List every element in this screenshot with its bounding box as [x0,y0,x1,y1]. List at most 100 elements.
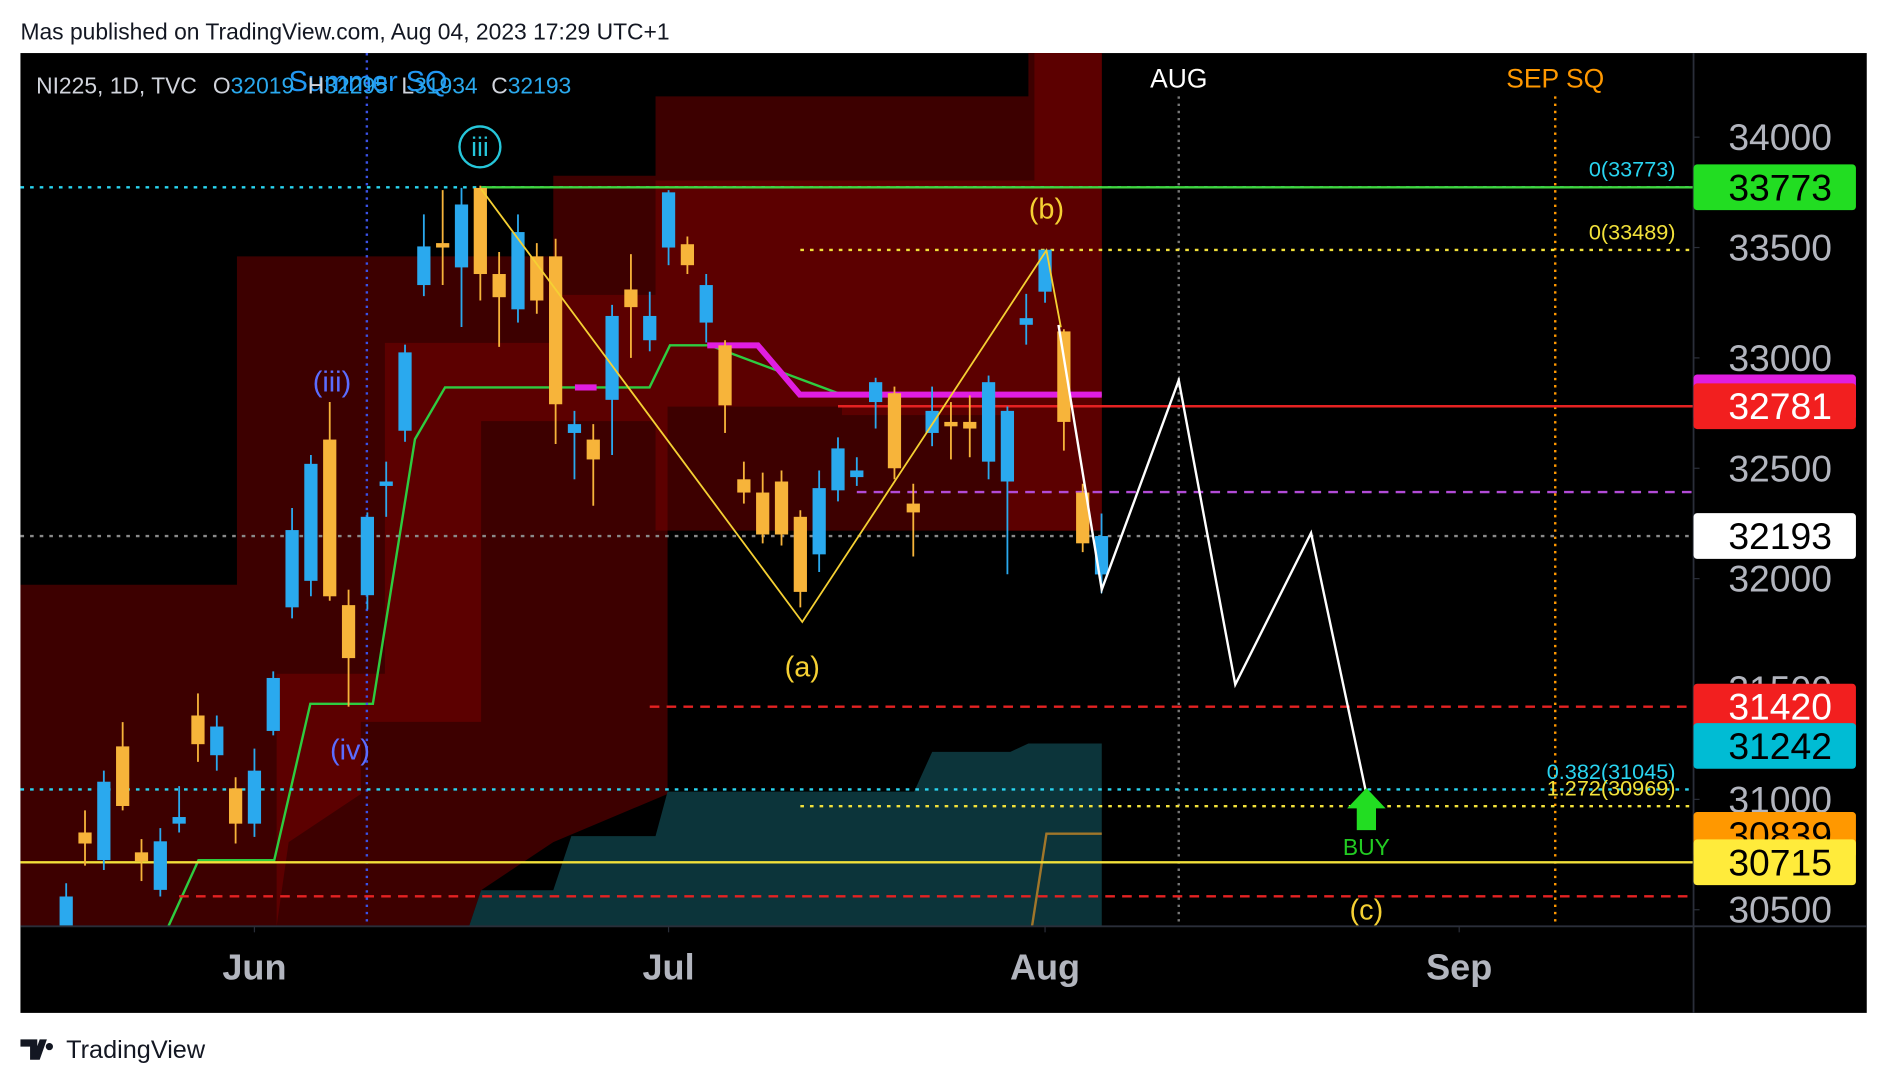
price-tag [1693,513,1856,559]
candle-body [285,530,299,608]
candle-body [210,726,224,756]
candle-body [116,746,130,806]
candle-body [191,715,205,745]
candle-body [492,274,506,298]
candle-body [134,852,149,862]
price-tag-label: 32193 [1728,515,1832,557]
candle-body [398,352,412,431]
candle-body [850,470,864,478]
published-note: Mas published on TradingView.com, Aug 04… [20,18,669,44]
level-label: 1.272(30969) [1547,776,1676,801]
candle-body [473,187,487,275]
candle-body [906,503,920,513]
period-label: Summer SQ [289,66,448,98]
candle-body [417,246,431,286]
candle-body [247,770,262,824]
candle-body [793,516,807,592]
y-tick-label: 34000 [1728,116,1832,158]
candle-body [774,481,789,535]
candle-body [869,382,883,403]
ohlc-letter: H [308,73,325,99]
price-tag-label: 30715 [1728,841,1832,883]
teal-area [469,743,1102,927]
level-label: 0.382(31045) [1547,759,1676,784]
inner-band [276,53,1102,927]
y-tick-label: 33000 [1728,337,1832,379]
symbol: NI225, 1D, TVC [36,73,197,99]
candle-body [59,896,73,927]
candle-body [304,463,318,581]
candle-body [737,479,751,493]
ohlc-letter: L [401,73,414,99]
price-tags: 3377332821327813219331420312423083930715 [1693,164,1856,886]
candle-body [661,192,676,248]
candle-body [699,285,713,323]
candle-body [1076,492,1090,544]
levels: 0(33773) 0(33489) 0.382(31045)1.272(30969) [20,157,1694,898]
candle-body [981,382,996,462]
candle-body [172,817,186,824]
candle-body [605,315,619,400]
y-tick-label: 30500 [1728,889,1832,931]
wave-zigzag [480,188,1062,624]
ohlc-value: 32019 [231,73,295,99]
candle-body [718,345,732,406]
wave-label: (b) [1029,193,1064,225]
price-tag-label: 31242 [1728,725,1832,767]
candle-body [1019,318,1033,325]
candles [59,185,1109,927]
candle-body [323,439,337,597]
price-tag-label: 31420 [1728,686,1832,728]
candle-body [1000,410,1015,482]
y-tick-label: 32500 [1728,447,1832,489]
buy-arrow [1347,787,1386,831]
candle-body [586,439,600,460]
candle-body [266,677,280,731]
candle-body [624,289,638,308]
candle-body [360,516,374,596]
candle-body [963,421,977,429]
indicator-bands [20,53,1102,927]
x-tick-label: Jun [222,947,286,988]
price-tag-label: 32781 [1728,385,1832,427]
wave-label: (iii) [313,367,351,399]
brand-name: TradingView [66,1036,206,1064]
wave-label: (iv) [330,735,370,767]
price-tag [1693,683,1856,730]
price-tag [1693,839,1856,886]
x-tick-label: Sep [1426,947,1492,988]
candle-body [831,448,845,491]
candle-body [1057,331,1071,422]
price-tag [1693,383,1856,430]
ohlc-value: 32193 [508,73,572,99]
wave-circle [458,125,502,169]
wave-label: (c) [1350,895,1384,927]
ohlc-value: 31934 [414,73,478,99]
candle-body [643,315,657,341]
brand-logo: TradingView [20,1036,206,1064]
wave-label: (a) [785,652,820,684]
candle-body [153,841,167,890]
candle-body [379,481,393,486]
candle-body [680,244,695,266]
wave-label: iii [471,132,489,162]
price-tag [1693,164,1856,211]
candle-body [511,232,525,310]
brown-line [1030,832,1102,927]
candle-body [97,781,111,861]
candle-body [567,424,582,433]
candle-body [549,256,563,405]
x-tick-label: Aug [1010,947,1080,988]
candle-body [756,492,770,535]
candle-body [436,243,450,248]
x-tick-label: Jul [642,947,694,988]
ohlc-letter: O [213,73,231,99]
period-label: AUG [1150,63,1207,93]
y-tick-label: 32000 [1728,558,1832,600]
ohlc-value: 32295 [324,73,388,99]
candle-body [944,421,958,427]
candle-body [887,393,902,469]
y-tick-label: 33500 [1728,227,1832,269]
